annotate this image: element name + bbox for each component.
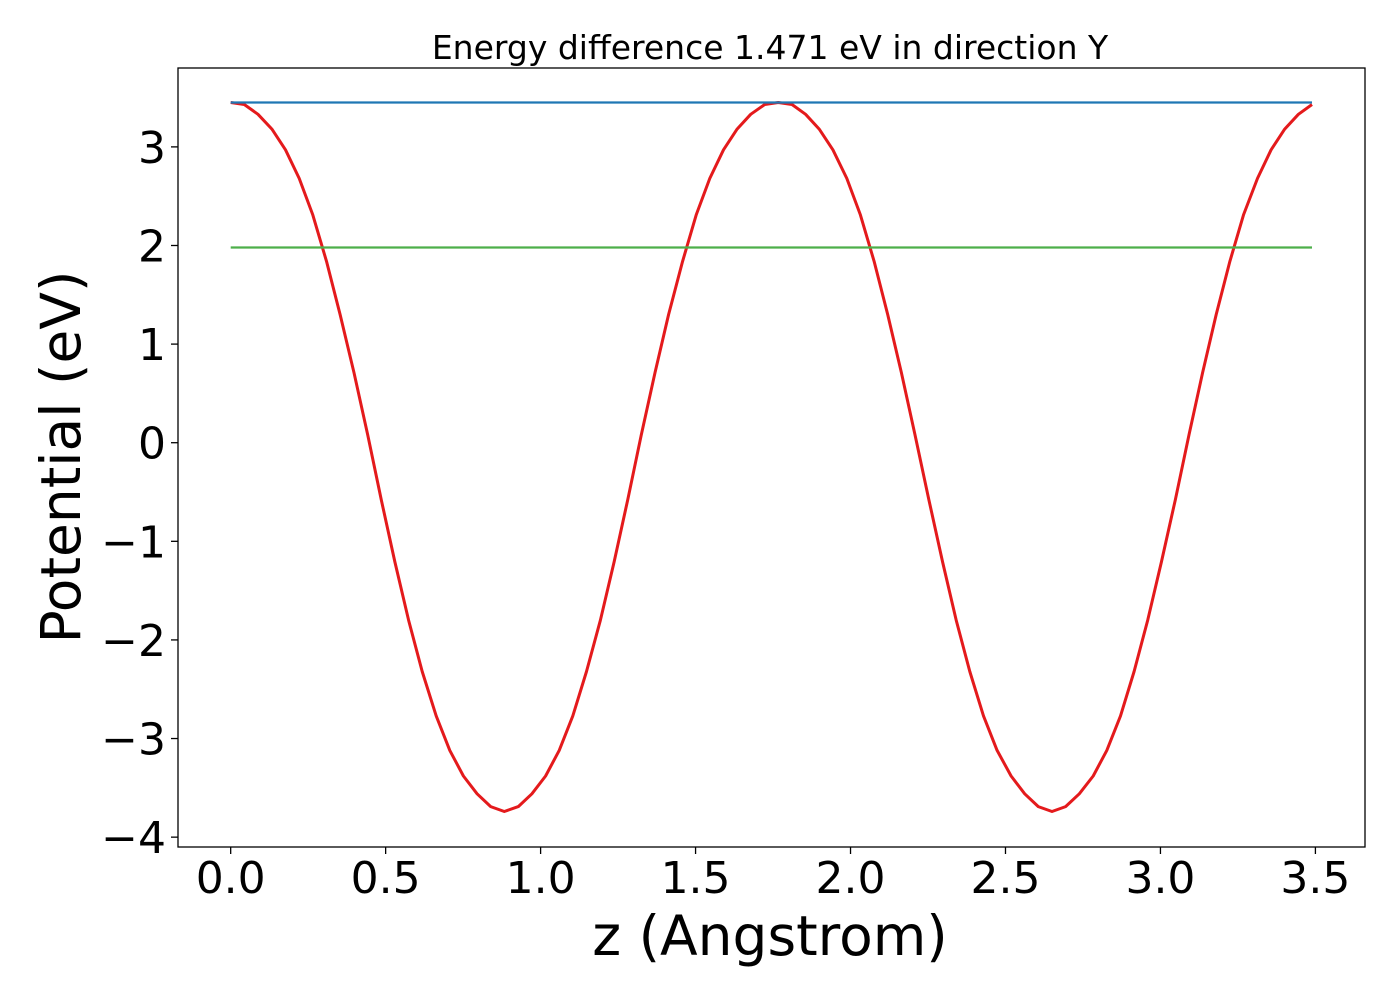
y-tick-label: 2 — [138, 221, 166, 272]
y-tick-label: 0 — [138, 419, 166, 470]
series-layer — [230, 101, 1313, 813]
x-tick-label: 2.5 — [970, 853, 1040, 904]
x-tick-label: 0.0 — [196, 853, 266, 904]
x-tick-label: 3.0 — [1125, 853, 1195, 904]
y-tick-label: −4 — [101, 813, 166, 864]
y-tick-label: −1 — [101, 517, 166, 568]
chart-title: Energy difference 1.471 eV in direction … — [432, 28, 1109, 67]
y-axis-label: Potential (eV) — [29, 271, 93, 644]
x-tick-label: 0.5 — [351, 853, 421, 904]
x-tick-label: 3.5 — [1280, 853, 1350, 904]
y-tick-label: −2 — [101, 616, 166, 667]
y-tick-label: 1 — [138, 320, 166, 371]
ticks-layer: 0.0 0.5 1.0 1.5 2.0 2.5 3.0 3.5 −4 −3 −2 −1 0 1 2 3 — [101, 123, 1350, 904]
potential-curve — [230, 101, 1313, 813]
y-tick-label: 3 — [138, 123, 166, 174]
y-tick-label: −3 — [101, 715, 166, 766]
x-tick-label: 1.0 — [506, 853, 576, 904]
x-tick-label: 1.5 — [661, 853, 731, 904]
x-axis-label: z (Angstrom) — [592, 904, 948, 968]
plot-area-frame — [177, 67, 1366, 848]
x-tick-label: 2.0 — [816, 853, 886, 904]
